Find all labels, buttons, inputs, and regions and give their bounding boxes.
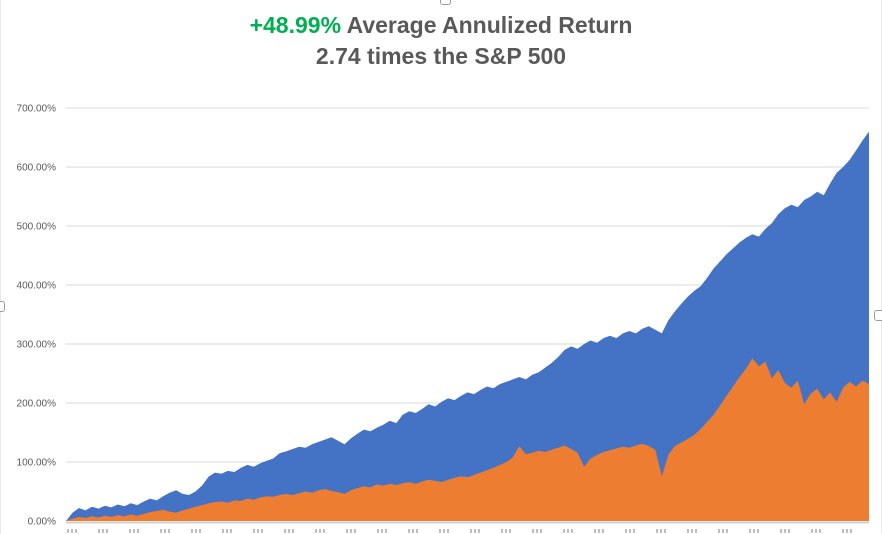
selection-handle-left[interactable] [0, 301, 5, 312]
ytick-label: 100.00% [17, 458, 57, 469]
title-line2: 2.74 times the S&P 500 [315, 43, 567, 69]
ytick-label: 700.00% [17, 104, 57, 115]
sp500-area-series[interactable] [66, 358, 869, 521]
ytick-label: 200.00% [17, 399, 57, 410]
strategy-area-series[interactable] [66, 131, 869, 521]
return-percentage: +48.99% [249, 12, 342, 38]
selection-handle-right[interactable] [874, 310, 882, 321]
xaxis-cropped-date-labels [67, 529, 867, 533]
title-line1-rest: Average Annulized Return [341, 12, 633, 38]
title-line1: +48.99% Average Annulized Return [0, 10, 882, 41]
chart-title[interactable]: +48.99% Average Annulized Return 2.74 ti… [0, 10, 882, 72]
ytick-label: 400.00% [17, 281, 57, 292]
selection-handle-top[interactable] [440, 0, 451, 5]
ytick-label: 0.00% [28, 517, 56, 528]
ytick-label: 500.00% [17, 222, 57, 233]
ytick-label: 300.00% [17, 340, 57, 351]
chart-border-left [0, 0, 1, 534]
ytick-label: 600.00% [17, 163, 57, 174]
